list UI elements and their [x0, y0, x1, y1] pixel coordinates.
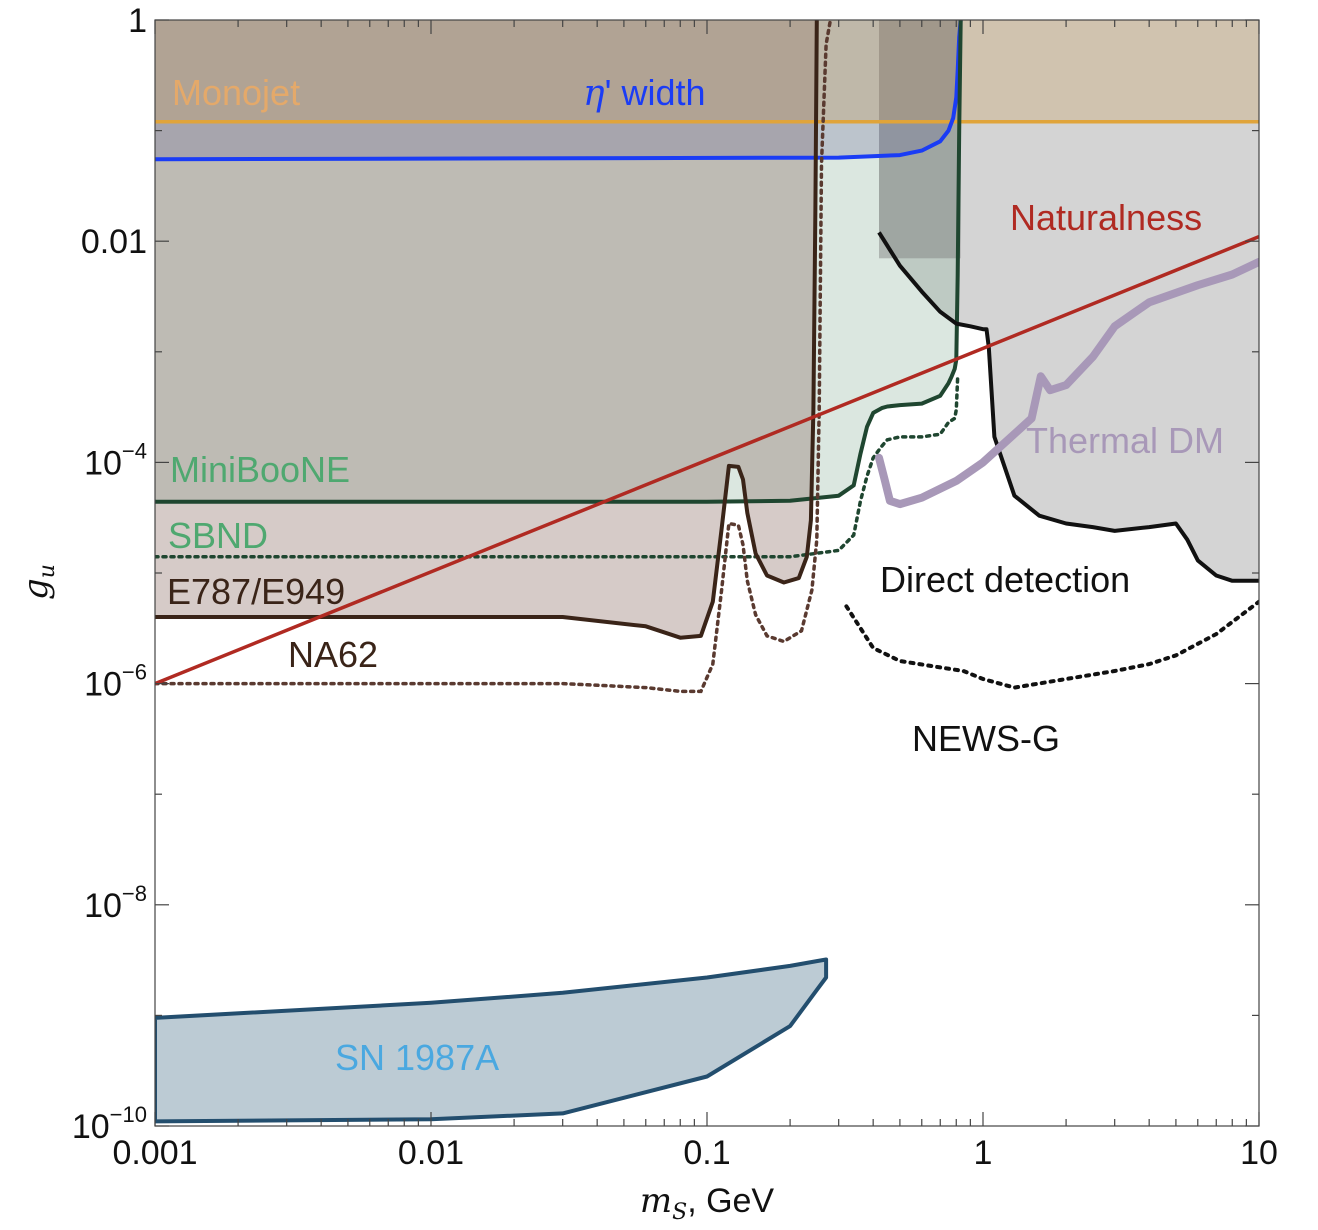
line-sbnd [155, 374, 960, 559]
label-naturalness: Naturalness [1010, 197, 1202, 238]
line-direct-detection [877, 231, 1259, 583]
label-sn1987a: SN 1987A [335, 1037, 499, 1078]
curves [155, 20, 1259, 694]
y-axis-title: gu [16, 564, 60, 600]
y-tick-label: 10−4 [84, 438, 147, 482]
y-axis-ticks: 1 0.01 10−4 10−6 10−8 10−10 [72, 2, 1259, 1146]
y-tick-label: 10−6 [84, 660, 147, 704]
label-sbnd: SBND [168, 515, 268, 556]
x-tick-label: 0.1 [683, 1134, 730, 1172]
exclusion-regions [155, 20, 1259, 1124]
x-tick-label: 10 [1240, 1134, 1278, 1172]
line-na62 [155, 20, 833, 694]
y-tick-label: 10−10 [72, 1102, 147, 1146]
label-na62: NA62 [288, 634, 378, 675]
label-eta-rest: ' width [605, 72, 706, 113]
y-tick-label: 1 [128, 2, 147, 40]
label-eta-width: η' width [583, 72, 706, 114]
x-tick-label: 0.01 [398, 1134, 464, 1172]
line-naturalness [155, 234, 1259, 686]
line-thermal-dm [875, 257, 1259, 509]
y-tick-label: 0.01 [81, 223, 147, 261]
fill-band [879, 20, 961, 259]
x-tick-label: 1 [974, 1134, 993, 1172]
label-eta-symbol: η [583, 73, 605, 114]
region-sn1987a [155, 957, 829, 1124]
curve-labels: Monojet η' width Naturalness Thermal DM … [167, 72, 1224, 1078]
fill-eta-width [155, 20, 961, 160]
label-news-g: NEWS-G [912, 718, 1060, 759]
label-monojet: Monojet [172, 72, 300, 113]
label-e787-e949: E787/E949 [167, 571, 345, 612]
fill-miniboone [155, 20, 961, 502]
x-axis-title: mS, GeV [640, 1181, 775, 1225]
line-news-g [844, 599, 1259, 690]
line-e787-e949 [155, 20, 819, 640]
label-direct-detection: Direct detection [880, 559, 1130, 600]
fill-direct-detection [879, 20, 1259, 581]
y-tick-label: 10−8 [84, 881, 147, 925]
x-axis-ticks: 0.001 0.01 0.1 1 10 [112, 20, 1278, 1172]
fill-monojet [155, 20, 1259, 122]
x-tick-label: 0.001 [112, 1134, 197, 1172]
label-miniboone: MiniBooNE [170, 449, 350, 490]
label-thermal-dm: Thermal DM [1026, 420, 1224, 461]
